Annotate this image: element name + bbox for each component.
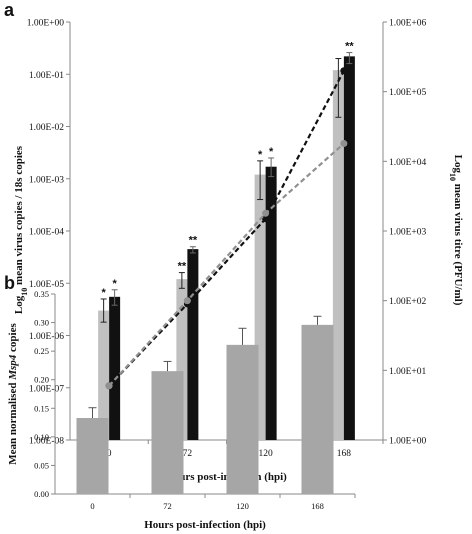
chart-b-y-tick-label: 0.25 [34, 346, 49, 356]
chart-b-x-label: Hours post-infection (hpi) [144, 519, 266, 531]
chart-a-bars: ********** [98, 41, 355, 441]
chart-b-bar [151, 371, 184, 494]
chart-a-bar [343, 56, 355, 441]
chart-a-y-label: Log10 mean virus copies / 18s copies [13, 145, 29, 314]
chart-b-y-tick-label: 0.15 [34, 403, 49, 413]
chart-a-y-tick-label: 1.00E-04 [29, 228, 64, 238]
chart-a-bar [109, 296, 121, 440]
chart-a-lines [105, 67, 348, 390]
chart-a-titre-point [262, 215, 270, 223]
chart-a-y2-tick-label: 1.00E+03 [389, 228, 427, 238]
chart-b-y-tick-label: 0.05 [34, 460, 49, 470]
chart-a-x-tick-label: 168 [337, 449, 352, 459]
chart-b-y-tick-label: 0.30 [34, 318, 49, 328]
chart-a-bar [332, 70, 344, 440]
chart-a-y-tick-label: 1.00E-06 [29, 332, 64, 342]
chart-a-y2-tick-label: 1.00E+06 [389, 19, 427, 29]
chart-a-x-tick-label: 72 [183, 449, 193, 459]
chart-b-y-ticks: 0.00 0.05 0.10 0.15 0.20 0.25 0.30 0.35 [34, 289, 55, 499]
chart-b-x-ticks: 0 72 120 168 [90, 494, 356, 511]
panel-label-a: a [4, 0, 15, 20]
chart-b-x-tick-label: 168 [311, 501, 324, 511]
chart-a-significance-star: * [269, 146, 274, 158]
chart-a-titre-line [108, 142, 345, 387]
chart-b-bar [76, 418, 109, 494]
chart-a-significance-star: ** [178, 261, 187, 273]
chart-b-y-tick-label: 0.00 [34, 489, 49, 499]
chart-a-y2-tick-label: 1.00E+01 [389, 367, 427, 377]
chart-a-y-tick-label: 1.00E-08 [29, 437, 64, 447]
chart-a-significance-star: * [112, 278, 117, 290]
chart-a-y-tick-label: 1.00E-02 [29, 123, 64, 133]
chart-a-y2-tick-label: 1.00E+05 [389, 88, 427, 98]
chart-a-significance-star: * [101, 287, 106, 299]
chart-b-x-tick-label: 0 [90, 501, 94, 511]
chart-a-y-tick-label: 1.00E-07 [29, 384, 64, 394]
chart-a-bar [176, 279, 188, 440]
chart-b-bar [226, 344, 259, 494]
chart-a-significance-star: ** [189, 235, 198, 247]
chart-a-titre-point [105, 382, 113, 390]
chart-a-y2-tick-label: 1.00E+00 [389, 437, 427, 447]
chart-a-x-tick-label: 120 [259, 449, 274, 459]
chart-a-bar [187, 249, 199, 440]
chart-a-y2-label: Log10 mean virus titre (PFU/ml) [449, 155, 465, 306]
chart-a-y-tick-label: 1.00E-05 [29, 280, 64, 290]
chart-a-titre-point [340, 140, 348, 148]
chart-b-bar [301, 324, 334, 494]
chart-a-titre-point [340, 67, 348, 75]
chart-a-y-tick-label: 1.00E-01 [29, 71, 64, 81]
chart-a-x-tick-label: 0 [107, 449, 112, 459]
panel-label-b: b [4, 273, 15, 293]
chart-a-y2-tick-label: 1.00E+02 [389, 297, 427, 307]
chart-b-x-tick-label: 72 [163, 501, 172, 511]
chart-a-y-tick-label: 1.00E+00 [27, 19, 65, 29]
chart-a-titre-point [183, 297, 191, 305]
chart-a-bar [98, 310, 110, 440]
chart-a-bar [265, 166, 277, 440]
chart-a-y2-tick-label: 1.00E+04 [389, 158, 427, 168]
chart-b-y-tick-label: 0.35 [34, 289, 49, 299]
chart-a-y2-ticks: 1.00E+00 1.00E+01 1.00E+02 1.00E+03 1.00E+04… [383, 19, 427, 447]
chart-a-significance-star: * [258, 149, 263, 161]
chart-b-x-tick-label: 120 [236, 501, 249, 511]
chart-b-y-tick-label: 0.20 [34, 375, 49, 385]
chart-b-y-label: Mean normalised Msp4 copies [7, 323, 19, 465]
chart-a-bar [254, 174, 266, 440]
chart-a-y-ticks: 1.00E-08 1.00E-07 1.00E-06 1.00E-05 1.00E-04… [27, 19, 70, 447]
chart-b-y-tick-label: 0.10 [34, 432, 49, 442]
chart-b-bars [76, 315, 334, 494]
chart-a-y-tick-label: 1.00E-03 [29, 175, 64, 185]
chart-a-titre-point [262, 209, 270, 217]
chart-a-significance-star: ** [345, 41, 354, 53]
